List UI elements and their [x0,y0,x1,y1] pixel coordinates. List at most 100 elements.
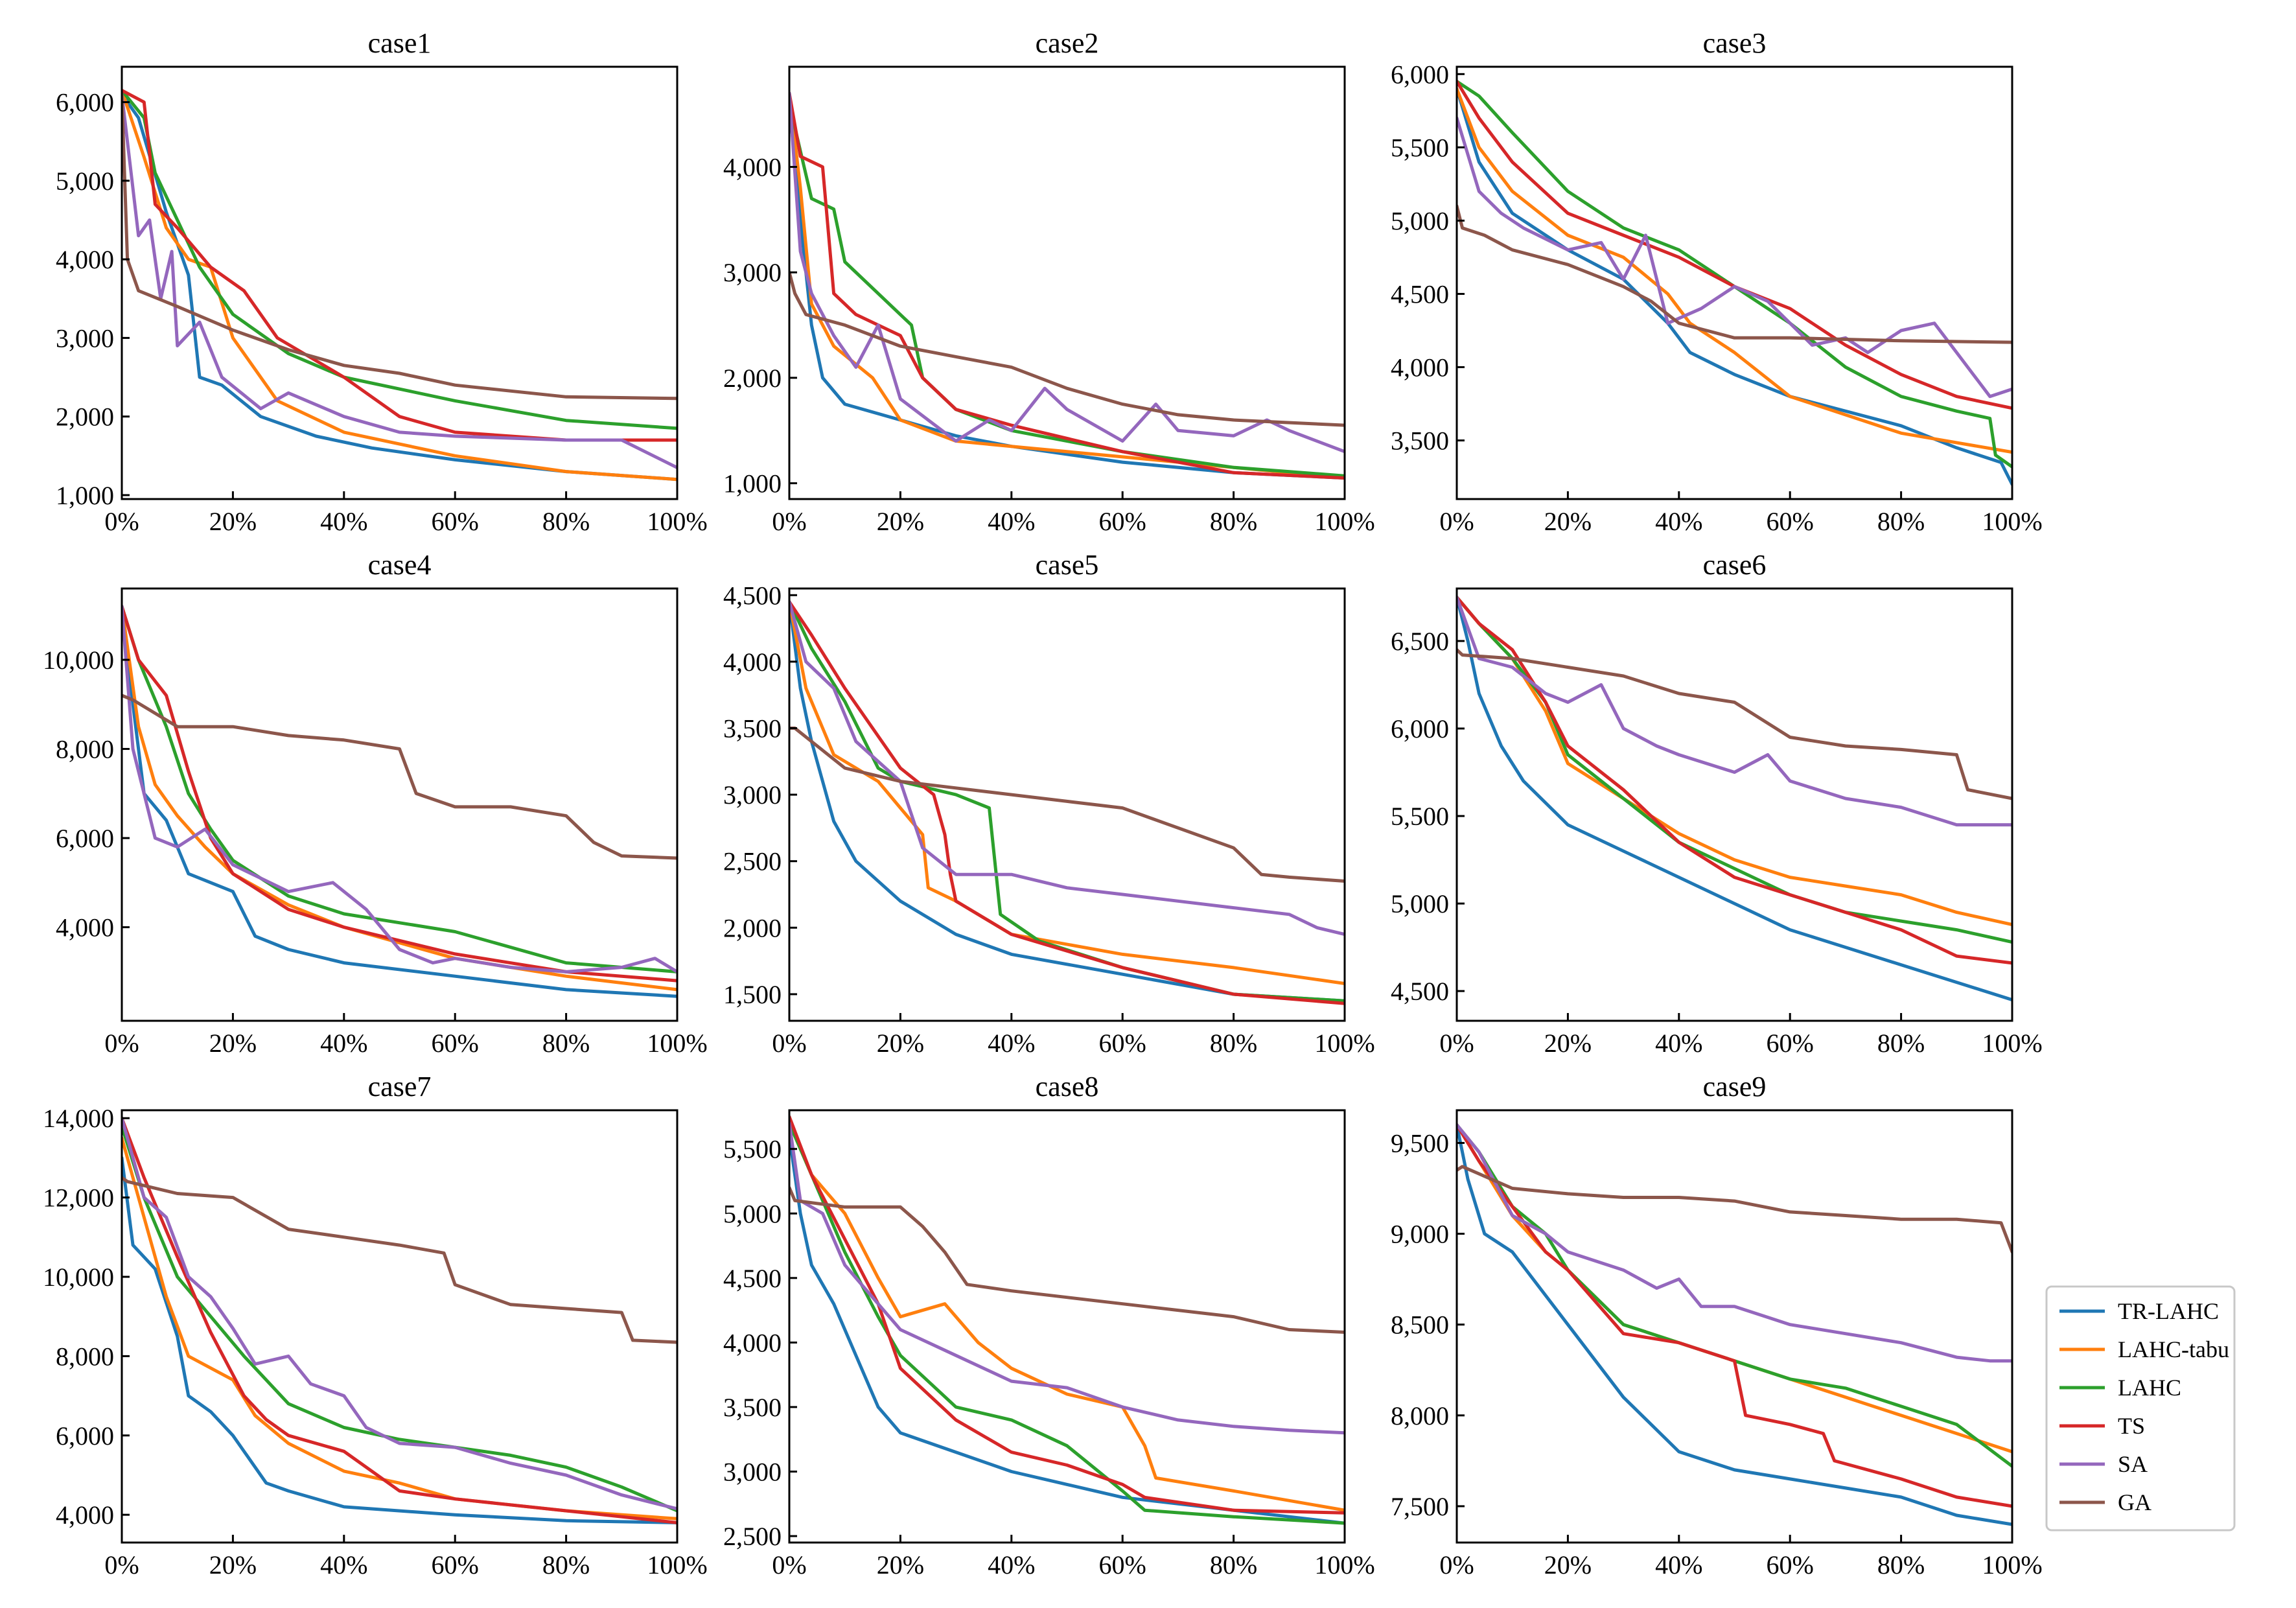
chart-panel-case2: case2 0% 20% 40% 60% 80% 100% 1,000 2,000 3,000 4,… [723,27,1375,536]
y-tick-label: 8,000 [56,735,114,764]
legend-box [2045,1285,2236,1532]
series-group [122,605,677,998]
series-line-SA [1457,596,2012,827]
x-tick-label: 0% [772,1029,806,1058]
series-line-LAHC-tabu [789,91,1345,480]
series-line-TS [789,91,1345,480]
series-line-LAHC-tabu [789,1121,1345,1512]
plot-frame [788,587,1346,1022]
series-line-GA [122,92,677,401]
x-tick-label: 20% [877,1550,924,1579]
panel-title: case6 [1703,549,1767,581]
y-tick-label: 10,000 [43,646,114,675]
x-tick-label: 40% [320,1550,367,1579]
y-tick-label: 2,500 [723,1522,782,1551]
x-tick-label: 100% [1314,507,1374,536]
x-tick-label: 100% [1314,1550,1374,1579]
x-tick-label: 20% [209,1029,257,1058]
y-tick-label: 6,000 [56,88,114,117]
y-tick-label: 12,000 [43,1183,114,1213]
series-line-SA [789,600,1345,937]
series-line-TS [122,88,677,442]
series-group [789,1115,1345,1525]
y-tick-label: 3,000 [723,780,782,810]
y-tick-label: 5,000 [1391,889,1449,918]
y-tick-label: 9,500 [1391,1128,1449,1158]
legend-label-LAHC-tabu: LAHC-tabu [2118,1336,2229,1362]
series-line-TS [122,605,677,983]
y-tick-label: 4,500 [723,581,782,610]
x-tick-label: 80% [1877,1550,1925,1579]
x-tick-label: 80% [542,1550,590,1579]
y-tick-label: 8,500 [1391,1311,1449,1340]
y-tick-label: 1,500 [723,980,782,1009]
series-line-SA [1457,1123,2012,1363]
series-group [789,600,1345,1005]
chart-panel-case1: case1 0% 20% 40% 60% 80% 100% 1,000 2,000 3,000 4,… [56,27,708,536]
series-line-LAHC [789,1121,1345,1525]
x-tick-label: 20% [1544,1029,1592,1058]
x-tick-label: 80% [542,1029,590,1058]
x-tick-label: 0% [1439,1029,1474,1058]
series-line-GA [1457,1165,2012,1254]
series-line-TS [1457,1123,2012,1508]
series-line-TR-LAHC [1457,87,2012,486]
y-tick-label: 9,000 [1391,1220,1449,1249]
plot-frame [121,1109,678,1544]
y-tick-label: 8,000 [1391,1401,1449,1430]
series-line-TR-LAHC [789,1134,1345,1525]
series-line-SA [122,1116,677,1511]
legend-label-TS: TS [2118,1413,2145,1439]
x-tick-label: 0% [104,1550,139,1579]
series-group [122,88,677,482]
y-tick-label: 3,500 [1391,426,1449,456]
series-line-TR-LAHC [122,1156,677,1524]
series-line-LAHC-tabu [1457,87,2012,454]
chart-panel-case8: case8 0% 20% 40% 60% 80% 100% 2,500 3,000 3,500 4,… [723,1071,1375,1579]
series-line-LAHC [1457,596,2012,944]
x-tick-label: 60% [1099,1029,1146,1058]
series-group [789,91,1345,480]
x-tick-label: 20% [209,1550,257,1579]
y-tick-label: 1,000 [723,469,782,498]
series-line-TR-LAHC [122,605,677,998]
x-tick-label: 40% [1655,507,1702,536]
plot-frame [1455,587,2013,1022]
x-tick-label: 100% [647,1029,707,1058]
x-tick-label: 0% [1439,507,1474,536]
y-tick-label: 4,000 [723,647,782,677]
series-line-TR-LAHC [789,600,1345,1003]
chart-panel-case3: case3 0% 20% 40% 60% 80% 100% 3,500 4,000 4,500 5,… [1391,27,2043,536]
series-line-GA [789,1186,1345,1334]
x-tick-label: 40% [988,1550,1035,1579]
series-line-GA [122,693,677,860]
x-tick-label: 80% [1210,507,1257,536]
x-tick-label: 100% [1982,1029,2042,1058]
series-line-TR-LAHC [122,92,677,482]
panel-title: case2 [1036,27,1099,59]
y-tick-label: 3,500 [723,1393,782,1422]
y-tick-label: 4,000 [723,1328,782,1357]
x-tick-label: 0% [104,507,139,536]
x-tick-label: 40% [988,507,1035,536]
chart-panel-case6: case6 0% 20% 40% 60% 80% 100% 4,500 5,000 5,500 6,… [1391,549,2043,1058]
x-tick-label: 20% [1544,507,1592,536]
x-tick-label: 80% [1210,1550,1257,1579]
panel-title: case7 [368,1071,432,1102]
series-line-SA [1457,116,2012,399]
panel-title: case1 [368,27,432,59]
y-tick-label: 3,500 [723,714,782,743]
y-tick-label: 4,000 [56,1500,114,1530]
x-tick-label: 80% [542,507,590,536]
y-tick-label: 4,000 [56,245,114,274]
panel-title: case8 [1036,1071,1099,1102]
series-group [1457,80,2012,486]
y-tick-label: 14,000 [43,1104,114,1133]
plot-frame [1455,1109,2013,1544]
y-tick-label: 6,000 [1391,60,1449,89]
y-tick-label: 5,000 [56,167,114,196]
x-tick-label: 0% [772,507,806,536]
y-tick-label: 4,500 [1391,977,1449,1006]
series-line-LAHC [1457,1123,2012,1468]
y-tick-label: 3,000 [723,258,782,287]
